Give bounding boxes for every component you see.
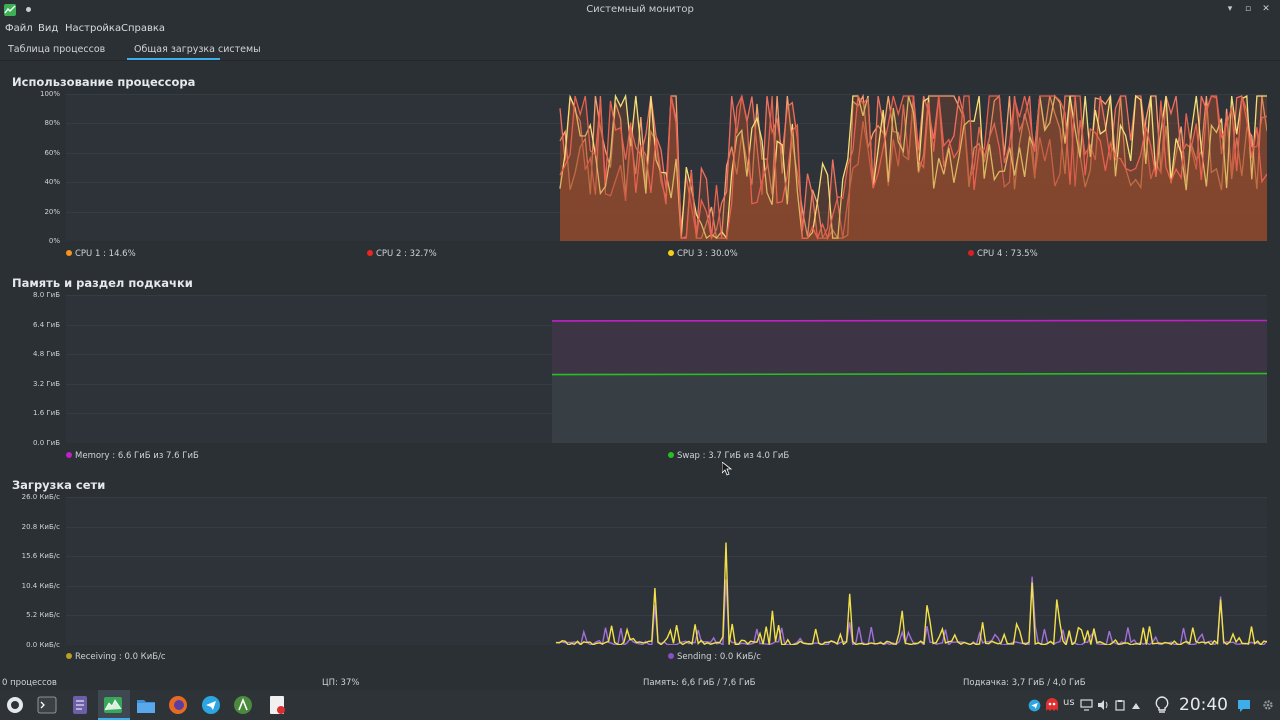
memory-ytick-label: 0.0 ГиБ — [33, 439, 60, 447]
clipboard-icon[interactable] — [1114, 699, 1126, 711]
close-button[interactable]: ✕ — [1260, 3, 1272, 15]
window-titlebar: Системный монитор ▾ ▫ ✕ — [0, 0, 1280, 20]
memory-legend-swatch — [668, 452, 674, 458]
cpu-legend-label: CPU 4 : 73.5% — [977, 249, 1038, 259]
receiving-line-series — [556, 543, 1267, 646]
expand-tray-icon[interactable] — [1131, 701, 1141, 710]
network-ytick-label: 20.8 КиБ/с — [22, 523, 60, 531]
ghost-tray-icon[interactable] — [1045, 698, 1059, 712]
memory-area — [552, 321, 1267, 375]
cpu-ytick-label: 20% — [44, 208, 60, 216]
tab-system-load[interactable]: Общая загрузка системы — [128, 44, 267, 55]
keyboard-layout-indicator[interactable]: us — [1063, 697, 1075, 708]
window-title: Системный монитор — [0, 4, 1280, 15]
status-processes: 0 процессов — [2, 678, 57, 688]
cpu-legend-swatch — [968, 250, 974, 256]
network-ytick-label: 5.2 КиБ/с — [26, 611, 60, 619]
tab-processes[interactable]: Таблица процессов — [8, 44, 105, 55]
memory-ytick-label: 8.0 ГиБ — [33, 291, 60, 299]
minimize-button[interactable]: ▾ — [1224, 3, 1236, 15]
network-ytick-label: 10.4 КиБ/с — [22, 582, 60, 590]
cpu-ytick-label: 40% — [44, 178, 60, 186]
cpu-legend-item: CPU 2 : 32.7% — [367, 249, 437, 259]
memory-chart — [66, 295, 1267, 443]
terminal-icon[interactable] — [37, 695, 57, 715]
menu-settings[interactable]: Настройка — [65, 23, 121, 34]
telegram-icon[interactable] — [201, 695, 221, 715]
clock[interactable]: 20:40 — [1179, 695, 1228, 715]
cpu-legend-label: CPU 3 : 30.0% — [677, 249, 738, 259]
app-launcher-icon[interactable] — [5, 695, 25, 715]
memory-ytick-label: 6.4 ГиБ — [33, 321, 60, 329]
cpu-legend-swatch — [668, 250, 674, 256]
memory-legend-label: Memory : 6.6 ГиБ из 7.6 ГиБ — [75, 451, 199, 461]
cpu-ytick-label: 0% — [49, 237, 60, 245]
firefox-icon[interactable] — [168, 695, 188, 715]
network-legend-label: Receiving : 0.0 КиБ/с — [75, 652, 166, 662]
cpu-plot — [66, 94, 1267, 241]
cpu-legend-swatch — [367, 250, 373, 256]
menubar: Файл Вид Настройка Справка — [0, 20, 1280, 38]
notification-icon[interactable] — [1237, 699, 1251, 712]
telegram-tray-icon[interactable] — [1028, 699, 1041, 712]
notes-icon[interactable] — [267, 695, 287, 715]
cpu-ytick-label: 80% — [44, 119, 60, 127]
cpu-area-series — [560, 96, 1267, 241]
network-section-title: Загрузка сети — [12, 478, 105, 492]
active-tab-indicator — [127, 58, 220, 60]
cpu-legend-item: CPU 3 : 30.0% — [668, 249, 738, 259]
menu-help[interactable]: Справка — [121, 23, 165, 34]
memory-legend-item: Memory : 6.6 ГиБ из 7.6 ГиБ — [66, 451, 199, 461]
cpu-legend-swatch — [66, 250, 72, 256]
memory-plot — [66, 295, 1267, 443]
network-ytick-label: 0.0 КиБ/с — [26, 641, 60, 649]
network-ytick-label: 15.6 КиБ/с — [22, 552, 60, 560]
lightbulb-icon[interactable] — [1155, 696, 1169, 714]
cpu-chart — [66, 94, 1267, 241]
network-legend-item: Sending : 0.0 КиБ/с — [668, 652, 761, 662]
status-swap: Подкачка: 3,7 ГиБ / 4,0 ГиБ — [963, 678, 1086, 688]
network-legend-swatch — [66, 653, 72, 659]
network-legend-item: Receiving : 0.0 КиБ/с — [66, 652, 166, 662]
network-plot — [66, 497, 1267, 645]
network-legend-label: Sending : 0.0 КиБ/с — [677, 652, 761, 662]
volume-icon[interactable] — [1097, 699, 1110, 711]
network-chart — [66, 497, 1267, 645]
swap-area — [552, 375, 1267, 443]
menu-file[interactable]: Файл — [5, 23, 33, 34]
network-legend-swatch — [668, 653, 674, 659]
cpu-legend-item: CPU 4 : 73.5% — [968, 249, 1038, 259]
cpu-section-title: Использование процессора — [12, 75, 195, 89]
memory-ytick-label: 4.8 ГиБ — [33, 350, 60, 358]
status-cpu: ЦП: 37% — [322, 678, 359, 688]
network-ytick-label: 26.0 КиБ/с — [22, 493, 60, 501]
memory-legend-swatch — [66, 452, 72, 458]
memory-legend-label: Swap : 3.7 ГиБ из 4.0 ГиБ — [677, 451, 789, 461]
android-studio-icon[interactable] — [233, 695, 253, 715]
memory-ytick-label: 3.2 ГиБ — [33, 380, 60, 388]
menu-view[interactable]: Вид — [38, 23, 58, 34]
tab-bar: Таблица процессов Общая загрузка системы — [0, 40, 1280, 61]
cpu-legend-label: CPU 2 : 32.7% — [376, 249, 437, 259]
cpu-legend-label: CPU 1 : 14.6% — [75, 249, 136, 259]
memory-ytick-label: 1.6 ГиБ — [33, 409, 60, 417]
memory-section-title: Память и раздел подкачки — [12, 276, 193, 290]
files-icon[interactable] — [136, 695, 156, 715]
cpu-legend-item: CPU 1 : 14.6% — [66, 249, 136, 259]
cpu-ytick-label: 60% — [44, 149, 60, 157]
gear-icon[interactable] — [1262, 699, 1274, 711]
status-memory: Память: 6,6 ГиБ / 7,6 ГиБ — [643, 678, 755, 688]
text-editor-icon[interactable] — [70, 695, 90, 715]
cpu-ytick-label: 100% — [40, 90, 60, 98]
system-monitor-icon[interactable] — [103, 695, 123, 715]
maximize-button[interactable]: ▫ — [1242, 3, 1254, 15]
memory-legend-item: Swap : 3.7 ГиБ из 4.0 ГиБ — [668, 451, 789, 461]
display-tray-icon[interactable] — [1080, 699, 1093, 711]
swap-line — [552, 374, 1267, 375]
mouse-cursor-icon — [722, 462, 732, 476]
